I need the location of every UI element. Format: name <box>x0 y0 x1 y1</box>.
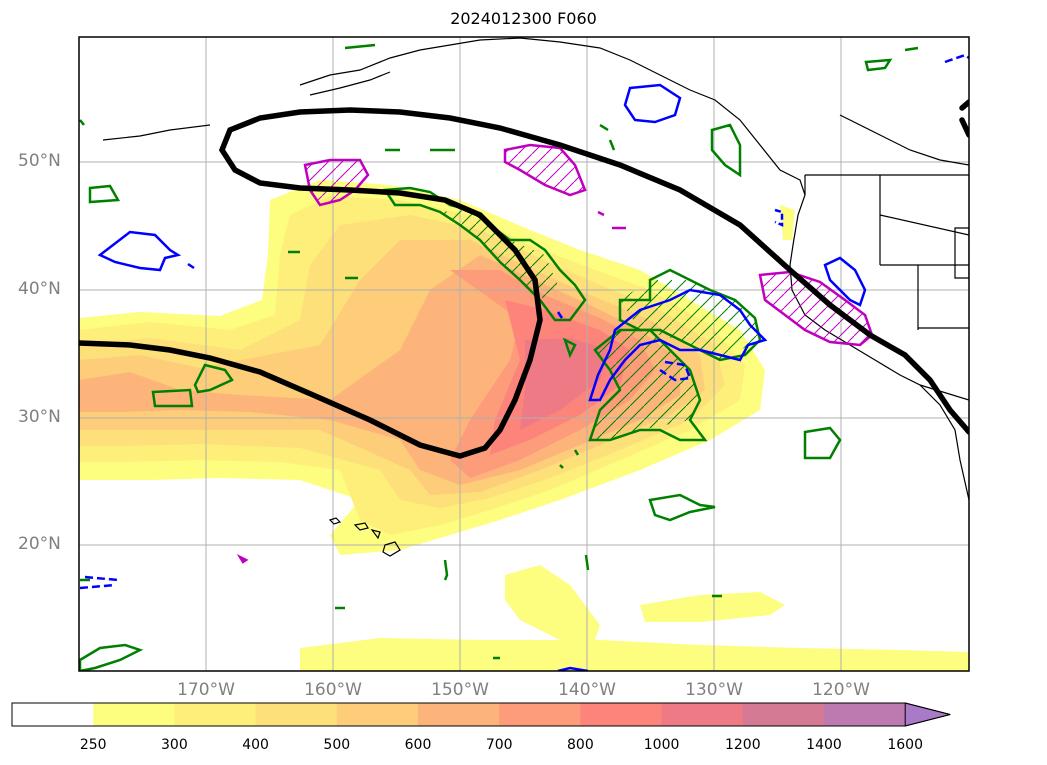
lon-label-170w: 170°W <box>177 680 235 700</box>
lon-label-150w: 150°W <box>431 680 489 700</box>
colorbar-tick-label: 800 <box>567 737 594 753</box>
colorbar-segment <box>255 703 338 726</box>
colorbar-segment <box>418 703 500 726</box>
lon-label-120w: 120°W <box>812 680 870 700</box>
lat-label-20n: 20°N <box>18 534 61 554</box>
colorbar-segment <box>824 703 906 726</box>
hawaii-islands <box>328 517 401 557</box>
jet-contour <box>79 99 969 459</box>
colorbar-tick-label: 500 <box>323 737 351 753</box>
map-title: 2024012300 F060 <box>450 9 597 28</box>
colorbar-segment <box>661 703 744 726</box>
colorbar-segment <box>12 703 94 726</box>
lat-label-30n: 30°N <box>18 407 61 427</box>
blue-contours <box>79 53 969 671</box>
lat-label-40n: 40°N <box>18 279 61 299</box>
colorbar-segments <box>12 703 906 726</box>
coastlines <box>102 37 969 501</box>
colorbar-segment <box>336 703 419 726</box>
colorbar-tick-label: 1400 <box>806 737 842 753</box>
colorbar-tick-label: 1600 <box>887 737 924 753</box>
map-border <box>78 36 970 672</box>
colorbar-tick-label: 1200 <box>724 737 761 753</box>
lon-label-130w: 130°W <box>685 680 743 700</box>
colorbar-segment <box>174 703 257 726</box>
colorbar-tick-label: 600 <box>404 737 432 753</box>
colorbar-segment <box>93 703 175 726</box>
magenta-contours <box>236 143 874 564</box>
lon-label-140w: 140°W <box>558 680 616 700</box>
lon-label-160w: 160°W <box>304 680 362 700</box>
colorbar-extend-arrow <box>904 702 951 727</box>
colorbar-tick-label: 400 <box>242 737 269 753</box>
colorbar-segment <box>742 703 825 726</box>
ivt-shading <box>79 180 969 671</box>
colorbar-outline <box>11 702 951 727</box>
colorbar-tick-label: 250 <box>79 737 107 753</box>
colorbar-tick-label: 700 <box>485 737 513 753</box>
lat-label-50n: 50°N <box>18 151 61 171</box>
colorbar-segment <box>499 703 581 726</box>
colorbar-segment <box>580 703 663 726</box>
colorbar-tick-label: 1000 <box>643 737 680 753</box>
colorbar-tick-label: 300 <box>161 737 188 753</box>
